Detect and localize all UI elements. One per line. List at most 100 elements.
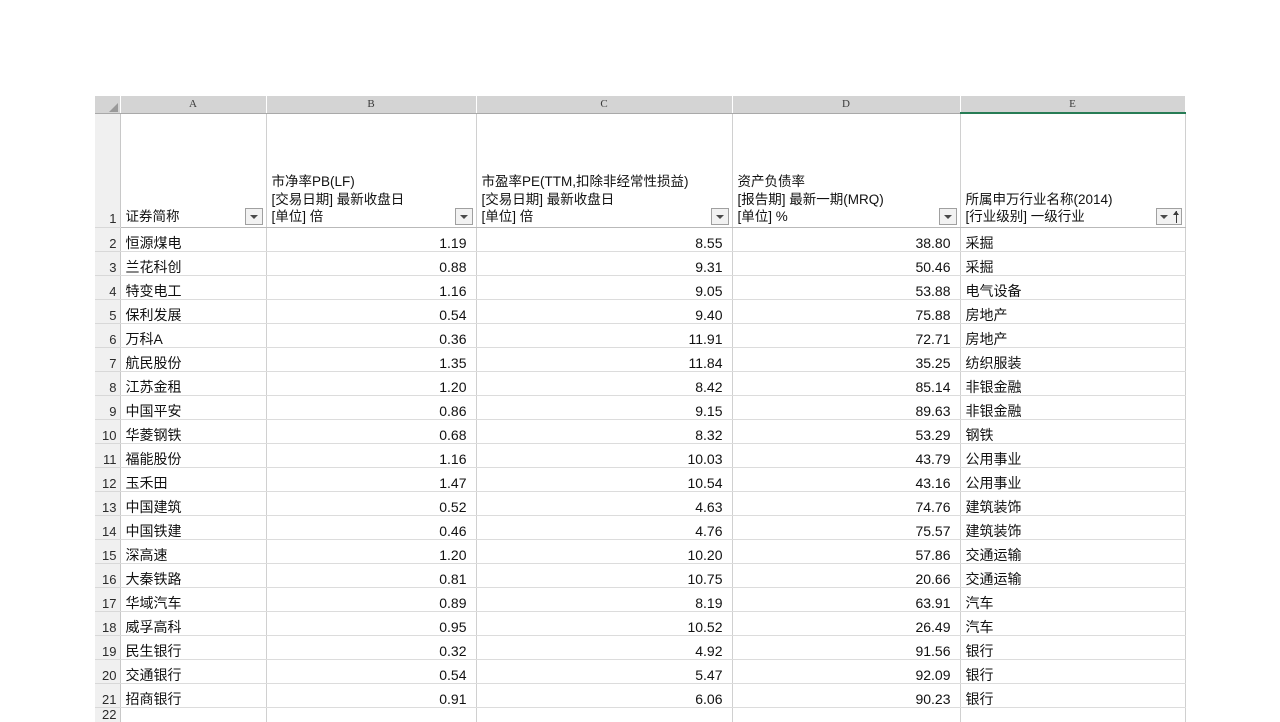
cell-E19[interactable]: 银行 bbox=[960, 635, 1186, 660]
cell-B18[interactable]: 0.95 bbox=[266, 611, 477, 636]
row-number-22[interactable]: 22 bbox=[95, 707, 121, 722]
cell-A19[interactable]: 民生银行 bbox=[120, 635, 267, 660]
cell-C18[interactable]: 10.52 bbox=[476, 611, 733, 636]
cell-E9[interactable]: 非银金融 bbox=[960, 395, 1186, 420]
cell-D19[interactable]: 91.56 bbox=[732, 635, 961, 660]
cell-C20[interactable]: 5.47 bbox=[476, 659, 733, 684]
cell-E18[interactable]: 汽车 bbox=[960, 611, 1186, 636]
row-number-5[interactable]: 5 bbox=[95, 299, 121, 324]
spreadsheet-grid[interactable]: A B C D E 1 证券简称 市净率PB(LF) [交易日期] bbox=[95, 96, 1186, 722]
cell-A4[interactable]: 特变电工 bbox=[120, 275, 267, 300]
cell-C11[interactable]: 10.03 bbox=[476, 443, 733, 468]
cell-C17[interactable]: 8.19 bbox=[476, 587, 733, 612]
cell-A21[interactable]: 招商银行 bbox=[120, 683, 267, 708]
cell-D20[interactable]: 92.09 bbox=[732, 659, 961, 684]
cell-A17[interactable]: 华域汽车 bbox=[120, 587, 267, 612]
row-number-8[interactable]: 8 bbox=[95, 371, 121, 396]
cell-C5[interactable]: 9.40 bbox=[476, 299, 733, 324]
cell-C2[interactable]: 8.55 bbox=[476, 227, 733, 252]
column-header-d[interactable]: D bbox=[732, 96, 961, 114]
row-number-3[interactable]: 3 bbox=[95, 251, 121, 276]
cell-D11[interactable]: 43.79 bbox=[732, 443, 961, 468]
cell-A11[interactable]: 福能股份 bbox=[120, 443, 267, 468]
worksheet-table[interactable]: A B C D E 1 证券简称 市净率PB(LF) [交易日期] bbox=[95, 96, 1186, 722]
cell-B2[interactable]: 1.19 bbox=[266, 227, 477, 252]
cell-B11[interactable]: 1.16 bbox=[266, 443, 477, 468]
cell-D17[interactable]: 63.91 bbox=[732, 587, 961, 612]
column-header-a[interactable]: A bbox=[120, 96, 267, 114]
cell-C3[interactable]: 9.31 bbox=[476, 251, 733, 276]
cell-E8[interactable]: 非银金融 bbox=[960, 371, 1186, 396]
row-number-14[interactable]: 14 bbox=[95, 515, 121, 540]
cell-D12[interactable]: 43.16 bbox=[732, 467, 961, 492]
row-number-4[interactable]: 4 bbox=[95, 275, 121, 300]
row-number-2[interactable]: 2 bbox=[95, 227, 121, 252]
cell-D22[interactable] bbox=[732, 707, 961, 722]
column-header-row[interactable]: A B C D E bbox=[95, 96, 1186, 114]
cell-E10[interactable]: 钢铁 bbox=[960, 419, 1186, 444]
cell-B10[interactable]: 0.68 bbox=[266, 419, 477, 444]
cell-E22[interactable] bbox=[960, 707, 1186, 722]
row-number-1[interactable]: 1 bbox=[95, 113, 121, 228]
column-header-e[interactable]: E bbox=[960, 96, 1186, 114]
filter-dropdown-icon-a[interactable] bbox=[244, 208, 263, 225]
cell-B8[interactable]: 1.20 bbox=[266, 371, 477, 396]
cell-C15[interactable]: 10.20 bbox=[476, 539, 733, 564]
cell-E13[interactable]: 建筑装饰 bbox=[960, 491, 1186, 516]
cell-A22[interactable] bbox=[120, 707, 267, 722]
cell-B6[interactable]: 0.36 bbox=[266, 323, 477, 348]
cell-A3[interactable]: 兰花科创 bbox=[120, 251, 267, 276]
cell-C10[interactable]: 8.32 bbox=[476, 419, 733, 444]
cell-B7[interactable]: 1.35 bbox=[266, 347, 477, 372]
header-cell-a[interactable]: 证券简称 bbox=[120, 113, 267, 228]
header-cell-b[interactable]: 市净率PB(LF) [交易日期] 最新收盘日 [单位] 倍 bbox=[266, 113, 477, 228]
cell-D21[interactable]: 90.23 bbox=[732, 683, 961, 708]
row-number-11[interactable]: 11 bbox=[95, 443, 121, 468]
row-number-20[interactable]: 20 bbox=[95, 659, 121, 684]
cell-B17[interactable]: 0.89 bbox=[266, 587, 477, 612]
cell-B12[interactable]: 1.47 bbox=[266, 467, 477, 492]
cell-E17[interactable]: 汽车 bbox=[960, 587, 1186, 612]
cell-A5[interactable]: 保利发展 bbox=[120, 299, 267, 324]
cell-C22[interactable] bbox=[476, 707, 733, 722]
cell-B9[interactable]: 0.86 bbox=[266, 395, 477, 420]
header-cell-d[interactable]: 资产负债率 [报告期] 最新一期(MRQ) [单位] % bbox=[732, 113, 961, 228]
cell-B4[interactable]: 1.16 bbox=[266, 275, 477, 300]
cell-C12[interactable]: 10.54 bbox=[476, 467, 733, 492]
cell-C6[interactable]: 11.91 bbox=[476, 323, 733, 348]
cell-B13[interactable]: 0.52 bbox=[266, 491, 477, 516]
cell-B5[interactable]: 0.54 bbox=[266, 299, 477, 324]
cell-B20[interactable]: 0.54 bbox=[266, 659, 477, 684]
select-all-corner[interactable] bbox=[95, 96, 121, 114]
row-number-17[interactable]: 17 bbox=[95, 587, 121, 612]
cell-A7[interactable]: 航民股份 bbox=[120, 347, 267, 372]
cell-B15[interactable]: 1.20 bbox=[266, 539, 477, 564]
cell-C21[interactable]: 6.06 bbox=[476, 683, 733, 708]
cell-C13[interactable]: 4.63 bbox=[476, 491, 733, 516]
cell-C7[interactable]: 11.84 bbox=[476, 347, 733, 372]
cell-C4[interactable]: 9.05 bbox=[476, 275, 733, 300]
cell-D14[interactable]: 75.57 bbox=[732, 515, 961, 540]
cell-A15[interactable]: 深高速 bbox=[120, 539, 267, 564]
cell-D15[interactable]: 57.86 bbox=[732, 539, 961, 564]
row-number-13[interactable]: 13 bbox=[95, 491, 121, 516]
row-number-21[interactable]: 21 bbox=[95, 683, 121, 708]
cell-E7[interactable]: 纺织服装 bbox=[960, 347, 1186, 372]
cell-E5[interactable]: 房地产 bbox=[960, 299, 1186, 324]
cell-E12[interactable]: 公用事业 bbox=[960, 467, 1186, 492]
header-cell-c[interactable]: 市盈率PE(TTM,扣除非经常性损益) [交易日期] 最新收盘日 [单位] 倍 bbox=[476, 113, 733, 228]
cell-A14[interactable]: 中国铁建 bbox=[120, 515, 267, 540]
cell-D6[interactable]: 72.71 bbox=[732, 323, 961, 348]
cell-C14[interactable]: 4.76 bbox=[476, 515, 733, 540]
cell-D16[interactable]: 20.66 bbox=[732, 563, 961, 588]
cell-E15[interactable]: 交通运输 bbox=[960, 539, 1186, 564]
cell-D9[interactable]: 89.63 bbox=[732, 395, 961, 420]
cell-E4[interactable]: 电气设备 bbox=[960, 275, 1186, 300]
cell-B16[interactable]: 0.81 bbox=[266, 563, 477, 588]
cell-D8[interactable]: 85.14 bbox=[732, 371, 961, 396]
cell-D2[interactable]: 38.80 bbox=[732, 227, 961, 252]
row-number-12[interactable]: 12 bbox=[95, 467, 121, 492]
cell-C8[interactable]: 8.42 bbox=[476, 371, 733, 396]
cell-A18[interactable]: 威孚高科 bbox=[120, 611, 267, 636]
cell-E11[interactable]: 公用事业 bbox=[960, 443, 1186, 468]
